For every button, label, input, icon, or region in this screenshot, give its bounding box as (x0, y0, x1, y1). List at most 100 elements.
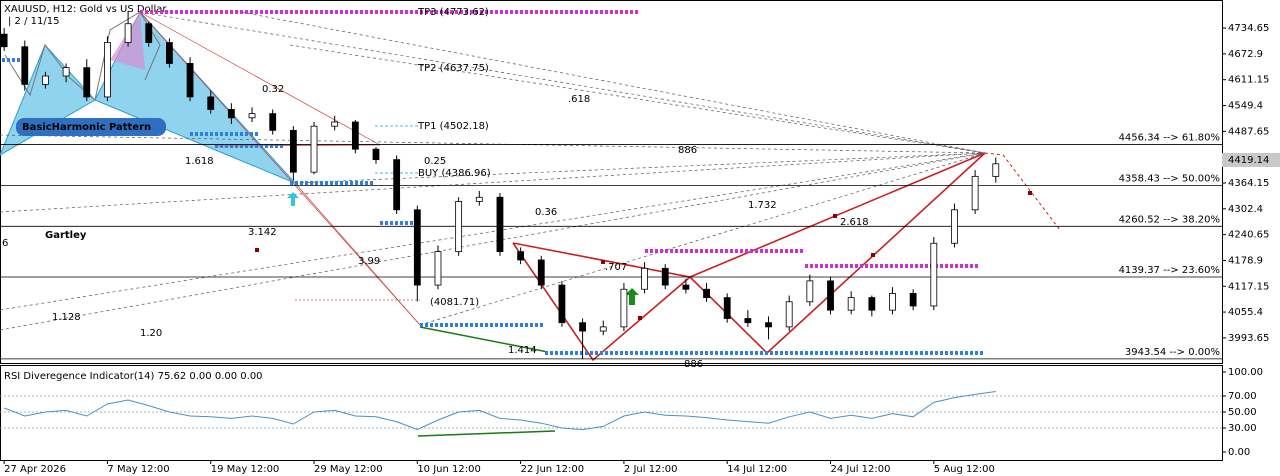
y-tick-label: 100.00 (1228, 367, 1263, 378)
candle-body (104, 42, 111, 98)
candle-body (827, 280, 834, 311)
pivot-marker (601, 260, 605, 264)
candle-body (475, 196, 483, 202)
annotation: 1.128 (52, 312, 81, 323)
candle-body (558, 284, 566, 324)
y-tick-label: 4055.4 (1228, 307, 1263, 318)
annotation: 3.99 (358, 256, 380, 267)
annotation: 886 (684, 359, 703, 370)
candle-body (930, 242, 938, 307)
rsi-panel (0, 365, 1223, 461)
fan-line (0, 152, 986, 213)
annotation: .618 (568, 94, 590, 105)
annotation: BasicHarmonic Pattern (22, 122, 151, 133)
candle-body (620, 288, 628, 328)
annotation: 0.32 (262, 84, 284, 95)
candle-body (372, 148, 380, 161)
y-tick-label: 4487.65 (1228, 126, 1269, 137)
candle-body (207, 96, 215, 110)
annotation: TP2 (4637.75) (417, 63, 489, 74)
candle-body (42, 75, 49, 85)
candle-body (289, 129, 297, 173)
candle-body (847, 297, 855, 311)
divergence-line (419, 326, 549, 353)
candle-body (744, 318, 752, 324)
projection (984, 152, 1061, 231)
fan-line (229, 9, 986, 154)
fan-line (294, 152, 986, 184)
candle-body (661, 267, 669, 286)
fan-line (139, 11, 986, 154)
candle-body (310, 125, 318, 173)
pattern-label-box (16, 118, 166, 136)
candle-body (83, 67, 91, 98)
candle-body (434, 251, 442, 286)
fan-line (419, 152, 986, 326)
candle-body (145, 23, 153, 43)
y-tick-label: 4240.65 (1228, 230, 1269, 241)
y-tick-label: 0.00 (1228, 447, 1250, 458)
annotation: 0.36 (535, 207, 557, 218)
x-tick-label: 10 Jun 12:00 (417, 464, 481, 475)
fib-label: 4358.43 --> 50.00% (1119, 173, 1220, 184)
candle-body (951, 209, 958, 244)
candle-body (248, 113, 256, 119)
fib-label: 3943.54 --> 0.00% (1125, 347, 1220, 358)
x-tick-label: 29 May 12:00 (314, 464, 383, 475)
candle-body (971, 175, 979, 211)
x-tick-label: 19 May 12:00 (211, 464, 280, 475)
annotation: 1.20 (140, 328, 162, 339)
pivot-marker (833, 214, 837, 218)
candle-body (909, 293, 917, 307)
candle-body (269, 113, 277, 131)
annotation: 0.25 (424, 156, 446, 167)
candle-body (227, 109, 235, 119)
x-tick-label: 2 Jul 12:00 (624, 464, 678, 475)
candle-body (62, 67, 70, 77)
candle-body (723, 297, 731, 319)
last-price-label: 4419.14 (1228, 155, 1269, 166)
fan-line (0, 134, 986, 154)
candle-body (124, 23, 132, 43)
annotation: 6 (2, 238, 8, 249)
candle-body (537, 259, 545, 286)
candle-body (868, 297, 876, 311)
y-tick-label: 50.00 (1228, 407, 1257, 418)
rsi-line (3, 391, 996, 431)
candle-body (889, 293, 896, 311)
annotation: .707 (605, 262, 627, 273)
candle-body (455, 201, 463, 253)
last-price-box (1222, 152, 1280, 167)
y-tick-label: 4549.4 (1228, 101, 1263, 112)
candle-body (166, 42, 173, 64)
annotation: TP3 (4773.62) (417, 7, 489, 18)
fib-label: 4139.37 --> 23.60% (1119, 265, 1220, 276)
y-tick-label: 4302.4 (1228, 204, 1263, 215)
candle-body (517, 251, 525, 261)
divergence-line (417, 430, 556, 437)
x-tick-label: 5 Aug 12:00 (934, 464, 995, 475)
candle-body (413, 209, 421, 286)
candle-body (682, 284, 690, 290)
candle-body (351, 121, 359, 150)
price-panel (0, 0, 1223, 364)
x-tick-label: 14 Jul 12:00 (727, 464, 787, 475)
annotation: 886 (678, 145, 697, 156)
y-tick-label: 3993.65 (1228, 333, 1269, 344)
annotation: 3.142 (248, 227, 277, 238)
y-tick-label: 4672.9 (1228, 49, 1263, 60)
x-tick-label: 27 Apr 2026 (4, 464, 66, 475)
pivot-marker (871, 253, 875, 257)
annotation: 1.618 (185, 156, 214, 167)
y-tick-label: 30.00 (1228, 423, 1257, 434)
candle-body (806, 280, 814, 303)
harmonic-lines (4, 11, 161, 101)
y-tick-label: 4364.15 (1228, 178, 1269, 189)
candle-body (393, 159, 401, 211)
annotation: Gartley (45, 230, 87, 241)
candle-body (641, 267, 648, 290)
candle-body (765, 322, 772, 328)
fan-line (0, 152, 986, 331)
pattern-line (294, 182, 421, 326)
